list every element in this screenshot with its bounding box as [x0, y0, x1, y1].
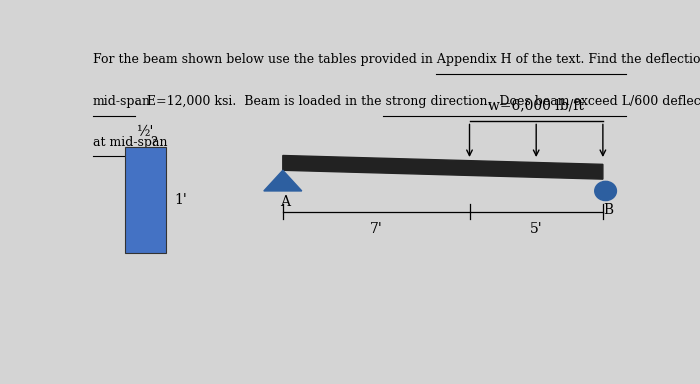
Text: 5': 5' [530, 222, 542, 236]
Bar [125, 147, 166, 253]
Text: B: B [603, 204, 613, 217]
Text: 1': 1' [174, 193, 187, 207]
Text: .  E=12,000 ksi.  Beam is loaded in the strong direction.  Does beam exceed L/60: . E=12,000 ksi. Beam is loaded in the st… [135, 96, 700, 108]
Polygon shape [264, 170, 302, 191]
Text: ½': ½' [137, 125, 155, 139]
Text: at mid-span: at mid-span [93, 136, 167, 149]
Text: w=6,000 lb/ft: w=6,000 lb/ft [489, 99, 584, 113]
Text: 7': 7' [370, 222, 382, 236]
Ellipse shape [595, 181, 617, 200]
Polygon shape [283, 156, 603, 179]
Text: ?: ? [150, 136, 158, 149]
Text: A: A [281, 195, 290, 209]
Text: For the beam shown below use the tables provided in Appendix H of the text. Find: For the beam shown below use the tables … [93, 53, 700, 66]
Text: mid-span: mid-span [93, 96, 151, 108]
